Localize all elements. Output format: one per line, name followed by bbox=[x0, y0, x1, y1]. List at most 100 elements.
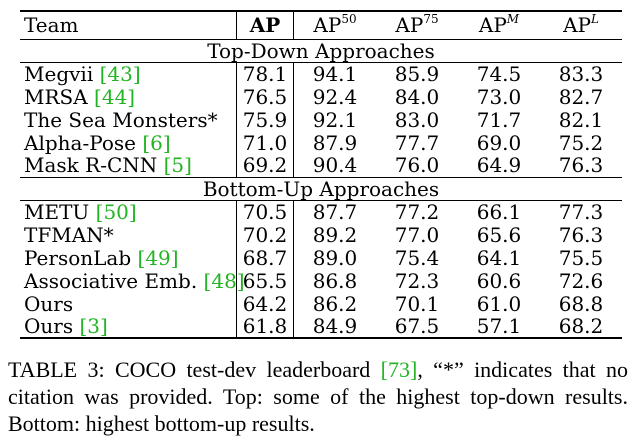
team-cell: Mask R-CNN [5] bbox=[20, 154, 237, 177]
ap75-value: 77.0 bbox=[394, 222, 440, 247]
ap-value: 71.0 bbox=[236, 131, 294, 154]
table-row: TFMAN* 70.2 89.2 77.0 65.6 76.3 bbox=[20, 223, 622, 246]
ap75-value: 84.0 bbox=[394, 84, 440, 109]
apm-value: 66.1 bbox=[476, 199, 522, 224]
table-caption: TABLE 3: COCO test-dev leaderboard [73],… bbox=[8, 357, 628, 436]
apl-value: 77.3 bbox=[558, 199, 604, 224]
ap75-value: 77.7 bbox=[394, 130, 440, 155]
apl-value: 72.6 bbox=[558, 268, 604, 293]
section-header-row: Bottom-Up Approaches bbox=[20, 177, 622, 200]
team-name: The Sea Monsters* bbox=[24, 107, 218, 132]
table-row: Mask R-CNN [5] 69.2 90.4 76.0 64.9 76.3 bbox=[20, 154, 622, 177]
citation-link[interactable]: [48] bbox=[203, 268, 245, 293]
citation-link[interactable]: [5] bbox=[163, 153, 192, 178]
section-title: Bottom-Up Approaches bbox=[202, 176, 440, 201]
table-row: METU [50] 70.5 87.7 77.2 66.1 77.3 bbox=[20, 200, 622, 223]
apl-value: 75.2 bbox=[558, 130, 604, 155]
ap-value: 70.5 bbox=[236, 200, 294, 223]
table-row: MRSA [44] 76.5 92.4 84.0 73.0 82.7 bbox=[20, 85, 622, 108]
ap75-value: 76.0 bbox=[394, 153, 440, 178]
apm-value: 64.1 bbox=[476, 245, 522, 270]
team-name: Megvii bbox=[24, 61, 100, 86]
team-cell: Megvii [43] bbox=[20, 62, 237, 85]
leaderboard-table: Team AP AP50 AP75 APM APL Top-Down Appro… bbox=[20, 10, 622, 339]
apm-value: 74.5 bbox=[476, 61, 522, 86]
apm-value: 69.0 bbox=[476, 130, 522, 155]
team-cell: Alpha-Pose [6] bbox=[20, 131, 237, 154]
ap-value: 68.7 bbox=[236, 246, 294, 269]
team-name: Ours bbox=[24, 314, 80, 338]
ap75-value: 70.1 bbox=[394, 291, 440, 316]
table-row: The Sea Monsters* 75.9 92.1 83.0 71.7 82.1 bbox=[20, 108, 622, 131]
apl-value: 83.3 bbox=[558, 61, 604, 86]
team-name: PersonLab bbox=[24, 245, 138, 270]
ap75-value: 67.5 bbox=[394, 314, 440, 338]
team-name: TFMAN* bbox=[24, 222, 114, 247]
header-apm: APM bbox=[478, 11, 520, 38]
header-apl: APL bbox=[563, 11, 599, 38]
header-team: Team bbox=[24, 13, 79, 38]
ap-value: 78.1 bbox=[236, 62, 294, 85]
apm-value: 73.0 bbox=[476, 84, 522, 109]
table-row: Ours 64.2 86.2 70.1 61.0 68.8 bbox=[20, 292, 622, 315]
team-name: MRSA bbox=[24, 84, 95, 109]
team-name: Associative Emb. bbox=[24, 268, 204, 293]
citation-link[interactable]: [43] bbox=[99, 61, 141, 86]
ap75-value: 77.2 bbox=[394, 199, 440, 224]
section-header-row: Top-Down Approaches bbox=[20, 39, 622, 62]
apl-value: 82.7 bbox=[558, 84, 604, 109]
ap-value: 69.2 bbox=[236, 154, 294, 177]
apm-value: 61.0 bbox=[476, 291, 522, 316]
ap50-value: 89.2 bbox=[312, 222, 358, 247]
apl-value: 76.3 bbox=[558, 153, 604, 178]
team-cell: The Sea Monsters* bbox=[20, 108, 237, 131]
section-title: Top-Down Approaches bbox=[207, 38, 435, 63]
apm-value: 57.1 bbox=[476, 314, 522, 338]
team-name: Mask R-CNN bbox=[24, 153, 164, 178]
citation-link[interactable]: [49] bbox=[137, 245, 179, 270]
header-ap50: AP50 bbox=[313, 11, 357, 38]
ap50-value: 87.9 bbox=[312, 130, 358, 155]
citation-link[interactable]: [3] bbox=[79, 314, 108, 338]
ap50-value: 86.8 bbox=[312, 268, 358, 293]
citation-link[interactable]: [6] bbox=[142, 130, 171, 155]
header-ap75: AP75 bbox=[395, 11, 439, 38]
citation-link[interactable]: [44] bbox=[94, 84, 136, 109]
apm-value: 71.7 bbox=[476, 107, 522, 132]
table-body: Top-Down Approaches Megvii [43] 78.1 94.1 85… bbox=[20, 39, 622, 338]
team-cell: Ours [3] bbox=[20, 315, 237, 338]
team-cell: METU [50] bbox=[20, 200, 237, 223]
apl-value: 68.8 bbox=[558, 291, 604, 316]
ap50-value: 84.9 bbox=[312, 314, 358, 338]
ap-value: 75.9 bbox=[236, 108, 294, 131]
ap50-value: 92.1 bbox=[312, 107, 358, 132]
apm-value: 60.6 bbox=[476, 268, 522, 293]
ap75-value: 75.4 bbox=[394, 245, 440, 270]
ap-value: 70.2 bbox=[236, 223, 294, 246]
ap75-value: 83.0 bbox=[394, 107, 440, 132]
apl-value: 76.3 bbox=[558, 222, 604, 247]
apl-value: 68.2 bbox=[558, 314, 604, 338]
team-name: METU bbox=[24, 199, 96, 224]
table-row: Associative Emb. [48] 65.5 86.8 72.3 60.6 72.… bbox=[20, 269, 622, 292]
table-row: Megvii [43] 78.1 94.1 85.9 74.5 83.3 bbox=[20, 62, 622, 85]
team-cell: Associative Emb. [48] bbox=[20, 268, 245, 293]
ap50-value: 90.4 bbox=[312, 153, 358, 178]
apl-value: 82.1 bbox=[558, 107, 604, 132]
team-name: Ours bbox=[24, 291, 74, 316]
team-cell: PersonLab [49] bbox=[20, 246, 237, 269]
header-ap: AP bbox=[236, 11, 294, 39]
apl-value: 75.5 bbox=[558, 245, 604, 270]
ap50-value: 87.7 bbox=[312, 199, 358, 224]
ap-value: 61.8 bbox=[236, 315, 294, 338]
team-cell: TFMAN* bbox=[20, 223, 237, 246]
ap75-value: 72.3 bbox=[394, 268, 440, 293]
ap50-value: 92.4 bbox=[312, 84, 358, 109]
ap50-value: 86.2 bbox=[312, 291, 358, 316]
ap75-value: 85.9 bbox=[394, 61, 440, 86]
table-row: PersonLab [49] 68.7 89.0 75.4 64.1 75.5 bbox=[20, 246, 622, 269]
table-row: Ours [3] 61.8 84.9 67.5 57.1 68.2 bbox=[20, 315, 622, 338]
ap-value: 65.5 bbox=[236, 269, 294, 292]
caption-citation-link[interactable]: [73] bbox=[380, 357, 418, 382]
citation-link[interactable]: [50] bbox=[95, 199, 137, 224]
